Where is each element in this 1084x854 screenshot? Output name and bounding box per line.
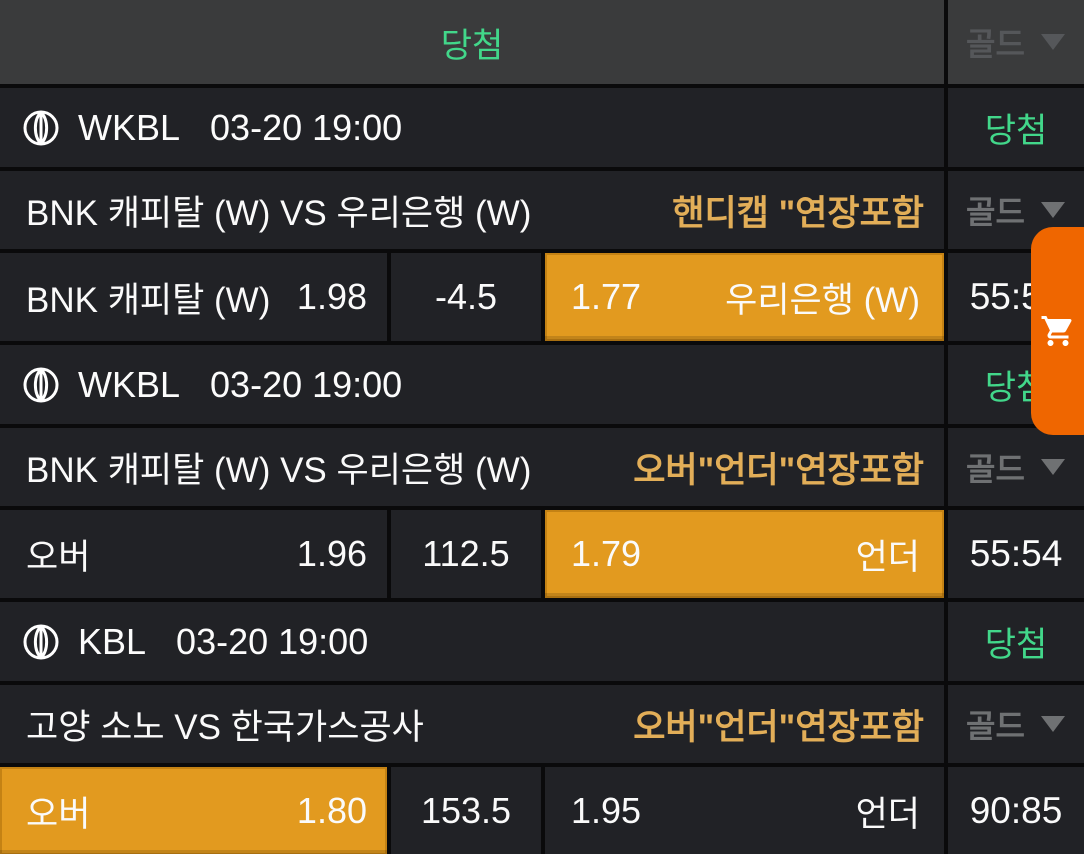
line-value: -4.5 bbox=[434, 276, 498, 317]
chevron-down-icon bbox=[1040, 202, 1065, 218]
gold-dropdown-label: 골드 bbox=[966, 26, 1025, 62]
betslip-cart-button[interactable] bbox=[1031, 227, 1084, 435]
row-gold-dropdown[interactable]: 골드 bbox=[944, 428, 1084, 506]
basketball-icon bbox=[23, 624, 59, 659]
match-title: 고양 소노 VS 한국가스공사 bbox=[26, 707, 424, 747]
match-datetime: 03-20 19:00 bbox=[210, 363, 403, 405]
gold-dropdown-label: 골드 bbox=[966, 451, 1025, 487]
match-datetime: 03-20 19:00 bbox=[176, 620, 369, 662]
total-line-cell[interactable]: 153.5 bbox=[387, 767, 545, 854]
line-value: 153.5 bbox=[420, 790, 512, 831]
gold-dropdown-label: 골드 bbox=[966, 708, 1025, 744]
over-odds-value: 1.96 bbox=[296, 533, 367, 574]
under-label: 언더 bbox=[855, 537, 920, 577]
odds-row: 오버 1.80 153.5 1.95 언더 90:85 bbox=[0, 767, 1084, 854]
handicap-line-cell[interactable]: -4.5 bbox=[387, 253, 545, 341]
over-odds-cell-selected[interactable]: 오버 1.80 bbox=[0, 767, 387, 854]
over-label: 오버 bbox=[26, 794, 91, 834]
row-gold-dropdown[interactable]: 골드 bbox=[944, 685, 1084, 763]
status-badge: 당첨 bbox=[984, 112, 1048, 150]
header-gold-dropdown[interactable]: 골드 bbox=[944, 0, 1084, 84]
league-row: WKBL 03-20 19:00 당첨 bbox=[0, 345, 1084, 428]
line-value: 112.5 bbox=[422, 533, 510, 574]
row-gold-dropdown[interactable]: 골드 bbox=[944, 171, 1084, 249]
away-team-label: 우리은행 (W) bbox=[725, 280, 920, 320]
away-odds-value: 1.77 bbox=[571, 276, 642, 317]
chevron-down-icon bbox=[1040, 716, 1065, 732]
match-title-row: BNK 캐피탈 (W) VS 우리은행 (W) 오버"언더"연장포함 골드 bbox=[0, 428, 1084, 510]
home-team-label: BNK 캐피탈 (W) bbox=[26, 280, 271, 320]
market-type-label: 오버"언더"연장포함 bbox=[633, 707, 924, 747]
home-odds-cell[interactable]: BNK 캐피탈 (W) 1.98 bbox=[0, 253, 387, 341]
match-title: BNK 캐피탈 (W) VS 우리은행 (W) bbox=[26, 450, 532, 490]
basketball-icon bbox=[23, 110, 59, 145]
match-datetime: 03-20 19:00 bbox=[210, 106, 403, 148]
odds-row: BNK 캐피탈 (W) 1.98 -4.5 1.77 우리은행 (W) 55:5… bbox=[0, 253, 1084, 345]
away-odds-cell-selected[interactable]: 1.77 우리은행 (W) bbox=[545, 253, 944, 341]
under-odds-cell[interactable]: 1.95 언더 bbox=[545, 767, 944, 854]
league-name: WKBL bbox=[78, 363, 181, 405]
match-title-row: 고양 소노 VS 한국가스공사 오버"언더"연장포함 골드 bbox=[0, 685, 1084, 767]
gold-dropdown-label: 골드 bbox=[966, 194, 1025, 230]
match-score: 55:54 bbox=[969, 533, 1063, 574]
chevron-down-icon bbox=[1040, 34, 1065, 50]
shopping-cart-icon bbox=[1041, 315, 1072, 346]
header-result-cell: 당첨 bbox=[0, 0, 944, 84]
match-title-row: BNK 캐피탈 (W) VS 우리은행 (W) 핸디캡 "연장포함 골드 bbox=[0, 171, 1084, 253]
league-row: WKBL 03-20 19:00 당첨 bbox=[0, 88, 1084, 171]
market-type-label: 핸디캡 "연장포함 bbox=[672, 193, 924, 233]
league-name: KBL bbox=[78, 620, 147, 662]
under-odds-value: 1.95 bbox=[571, 790, 642, 831]
basketball-icon bbox=[23, 367, 59, 402]
under-label: 언더 bbox=[855, 794, 920, 834]
league-row: KBL 03-20 19:00 당첨 bbox=[0, 602, 1084, 685]
market-type-label: 오버"언더"연장포함 bbox=[633, 450, 924, 490]
home-odds-value: 1.98 bbox=[296, 276, 367, 317]
results-header-row: 당첨 골드 bbox=[0, 0, 1084, 88]
header-result-label: 당첨 bbox=[440, 26, 504, 65]
total-line-cell[interactable]: 112.5 bbox=[387, 510, 545, 598]
under-odds-cell-selected[interactable]: 1.79 언더 bbox=[545, 510, 944, 598]
over-odds-value: 1.80 bbox=[296, 790, 367, 831]
under-odds-value: 1.79 bbox=[571, 533, 642, 574]
league-name: WKBL bbox=[78, 106, 181, 148]
chevron-down-icon bbox=[1040, 459, 1065, 475]
over-label: 오버 bbox=[26, 537, 91, 577]
status-badge: 당첨 bbox=[984, 626, 1048, 664]
odds-row: 오버 1.96 112.5 1.79 언더 55:54 bbox=[0, 510, 1084, 602]
over-odds-cell[interactable]: 오버 1.96 bbox=[0, 510, 387, 598]
match-title: BNK 캐피탈 (W) VS 우리은행 (W) bbox=[26, 193, 532, 233]
match-score: 90:85 bbox=[969, 790, 1063, 831]
